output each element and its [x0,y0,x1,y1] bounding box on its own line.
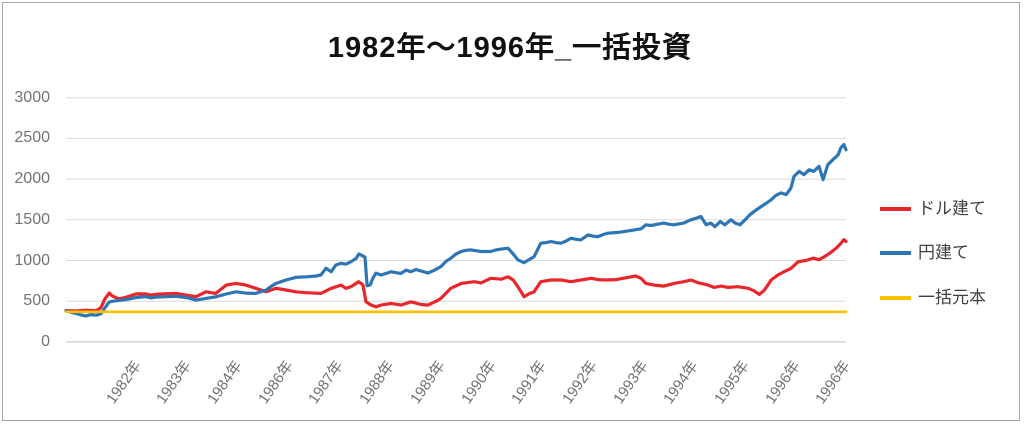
series-line-yen[interactable] [64,143,848,318]
legend-line-swatch-dollar [880,207,911,211]
y-axis-tick-label: 0 [41,332,50,350]
y-axis-tick-label: 1000 [14,251,50,269]
y-axis-tick-label: 1500 [14,210,50,228]
legend-label-yen: 円建て [918,243,969,262]
legend-label-dollar: ドル建て [918,199,986,218]
legend-item-dollar[interactable]: ドル建て [880,198,986,220]
legend-item-yen[interactable]: 円建て [880,242,969,264]
series-line-dollar[interactable] [64,238,848,313]
legend-label-principal: 一括元本 [918,288,986,307]
chart-title: 1982年～1996年_一括投資 [327,32,693,64]
y-axis-tick-label: 3000 [14,88,50,106]
legend-line-swatch-yen [880,251,911,255]
legend-line-swatch-principal [880,296,911,300]
y-axis-tick-label: 2500 [14,129,50,147]
legend-item-principal[interactable]: 一括元本 [880,287,986,309]
y-axis-tick-label: 2000 [14,170,50,188]
y-axis-tick-label: 500 [23,292,50,310]
